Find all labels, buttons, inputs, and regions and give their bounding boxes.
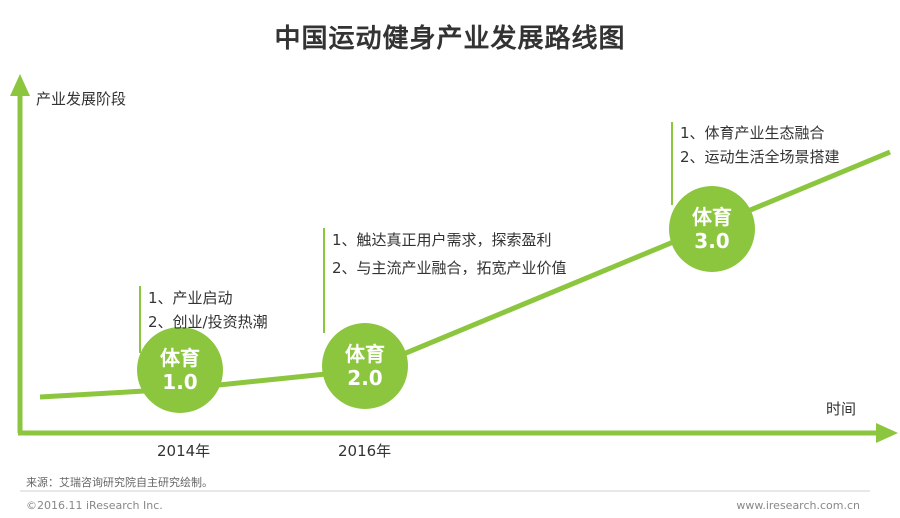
stage-2-label: 体育 2.0 bbox=[320, 342, 410, 390]
stage-1-note-2: 2、创业/投资热潮 bbox=[148, 313, 268, 331]
stage-3-label: 体育 3.0 bbox=[667, 205, 757, 253]
y-axis-arrow-icon bbox=[10, 74, 30, 96]
x-tick-2016: 2016年 bbox=[338, 442, 392, 460]
stage-2-note-1: 1、触达真正用户需求，探索盈利 bbox=[332, 231, 552, 249]
stage-2-circle bbox=[322, 323, 408, 409]
x-tick-2014: 2014年 bbox=[157, 442, 211, 460]
stage-3-note-1: 1、体育产业生态融合 bbox=[680, 124, 825, 142]
x-axis-label: 时间 bbox=[826, 400, 857, 418]
stage-1-note-1: 1、产业启动 bbox=[148, 289, 233, 307]
y-axis-label: 产业发展阶段 bbox=[36, 90, 127, 108]
stage-2-note-2: 2、与主流产业融合，拓宽产业价值 bbox=[332, 259, 567, 277]
source-note: 来源：艾瑞咨询研究院自主研究绘制。 bbox=[26, 476, 213, 489]
stage-2-version: 2.0 bbox=[347, 366, 383, 390]
stage-3-circle bbox=[669, 186, 755, 272]
stage-1-name: 体育 bbox=[160, 346, 200, 370]
stage-3-notes: 1、体育产业生态融合 2、运动生活全场景搭建 bbox=[680, 121, 840, 169]
copyright: ©2016.11 iResearch Inc. bbox=[26, 499, 163, 512]
website-link[interactable]: www.iresearch.com.cn bbox=[736, 499, 860, 512]
stage-2-notes: 1、触达真正用户需求，探索盈利 2、与主流产业融合，拓宽产业价值 bbox=[332, 226, 567, 282]
stage-1-version: 1.0 bbox=[162, 370, 198, 394]
stage-2-name: 体育 bbox=[345, 342, 385, 366]
x-axis-arrow-icon bbox=[876, 423, 898, 443]
stage-1-label: 体育 1.0 bbox=[135, 346, 225, 394]
stage-1-notes: 1、产业启动 2、创业/投资热潮 bbox=[148, 286, 268, 334]
stage-3-version: 3.0 bbox=[694, 229, 730, 253]
stage-3-name: 体育 bbox=[692, 205, 732, 229]
stage-1-circle bbox=[137, 327, 223, 413]
stage-3-note-2: 2、运动生活全场景搭建 bbox=[680, 148, 840, 166]
growth-line bbox=[39, 149, 891, 400]
page-title: 中国运动健身产业发展路线图 bbox=[274, 24, 626, 54]
